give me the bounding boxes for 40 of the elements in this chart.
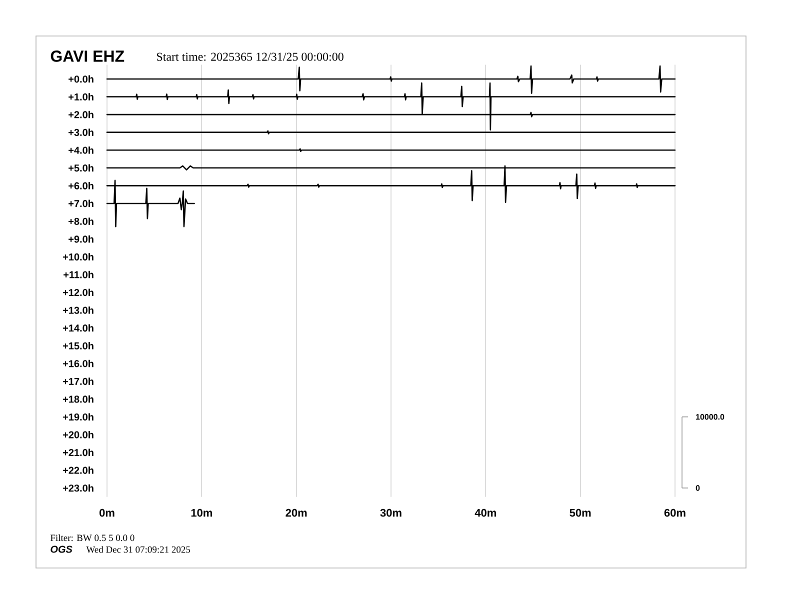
y-tick-label: +21.0h	[63, 448, 94, 456]
line-series	[106, 65, 676, 94]
y-tick-label: +15.0h	[63, 342, 94, 350]
chart-title: GAVI EHZ	[50, 50, 124, 62]
line-series	[106, 82, 676, 130]
y-tick-label: +6.0h	[68, 182, 94, 190]
y-tick-label: +22.0h	[63, 466, 94, 474]
y-tick-label: +23.0h	[63, 484, 94, 492]
y-tick-label: +12.0h	[63, 288, 94, 296]
y2-tick-label: 10000.0	[696, 414, 724, 420]
y-tick-label: +16.0h	[63, 360, 94, 368]
y-tick-label: +5.0h	[68, 164, 94, 172]
y-tick-label: +7.0h	[68, 200, 94, 208]
x-tick-label: 60m	[664, 508, 686, 517]
y-tick-label: +1.0h	[68, 93, 94, 100]
y-tick-label: +20.0h	[63, 430, 94, 438]
y-tick-label: +2.0h	[68, 110, 94, 118]
text: OGS	[50, 546, 72, 553]
text: Filter: BW 0.5 5 0.0 0	[50, 534, 134, 542]
y-tick-label: +11.0h	[64, 270, 94, 278]
y-tick-label: +3.0h	[68, 128, 94, 136]
y-tick-label: +9.0h	[68, 235, 94, 243]
y-tick-label: +13.0h	[63, 306, 94, 314]
x-tick-label: 50m	[570, 508, 591, 517]
y-tick-label: +10.0h	[63, 253, 94, 260]
y2-tick-label: 0	[696, 485, 700, 491]
y-tick-label: +8.0h	[68, 218, 94, 225]
x-tick-label: 30m	[380, 508, 402, 517]
y-tick-label: +19.0h	[63, 413, 94, 421]
chart-subtitle: Start time: 2025365 12/31/25 00:00:00	[157, 52, 344, 61]
y-tick-label: +17.0h	[63, 378, 94, 385]
x-tick-label: 20m	[286, 508, 307, 517]
text: Wed Dec 31 07:09:21 2025	[86, 546, 190, 553]
y-tick-label: +4.0h	[68, 146, 94, 154]
y-tick-label: +14.0h	[63, 324, 94, 332]
y-tick-label: +0.0h	[68, 75, 94, 83]
x-tick-label: 10m	[191, 508, 212, 517]
y-tick-label: +18.0h	[63, 395, 94, 403]
x-tick-label: 40m	[474, 508, 496, 517]
x-tick-label: 0m	[100, 508, 114, 517]
